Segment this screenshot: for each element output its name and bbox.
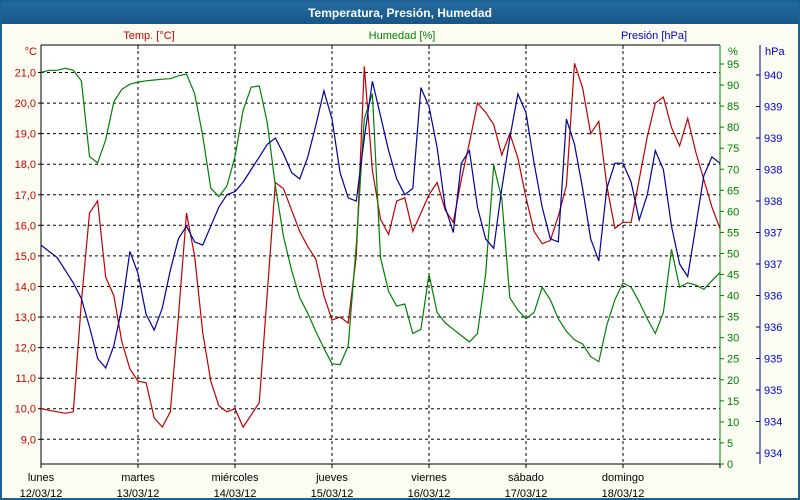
day-date-label: 15/03/12: [311, 488, 354, 498]
humidity-tick-label: 70: [727, 164, 739, 176]
day-name-label: jueves: [315, 472, 348, 484]
temp-tick-label: 13,0: [15, 312, 36, 324]
pressure-tick-label: 935: [764, 385, 782, 397]
humidity-axis-unit: %: [728, 46, 738, 58]
temp-tick-label: 11,0: [15, 373, 36, 385]
humidity-tick-label: 80: [727, 122, 739, 134]
temp-tick-label: 21,0: [15, 68, 36, 80]
window-titlebar: Temperatura, Presión, Humedad: [2, 2, 798, 24]
humidity-tick-label: 95: [727, 59, 739, 71]
humidity-series-line: [40, 67, 721, 366]
humidity-tick-label: 65: [727, 185, 739, 197]
pressure-series-line: [40, 81, 721, 370]
temp-tick-label: 12,0: [15, 343, 36, 355]
humidity-tick-label: 5: [727, 438, 733, 450]
pressure-tick-label: 940: [764, 70, 782, 82]
legend-temp-label: Temp. [°C]: [123, 30, 174, 42]
humidity-tick-label: 75: [727, 143, 739, 155]
humidity-tick-label: 30: [727, 333, 739, 345]
humidity-tick-label: 60: [727, 206, 739, 218]
day-date-label: 12/03/12: [20, 488, 63, 498]
pressure-tick-label: 938: [764, 165, 782, 177]
temp-tick-label: 19,0: [15, 129, 36, 141]
humidity-tick-label: 85: [727, 101, 739, 113]
day-date-label: 17/03/12: [505, 488, 548, 498]
pressure-axis-unit: hPa: [765, 46, 785, 58]
day-name-label: sábado: [508, 472, 544, 484]
window-title: Temperatura, Presión, Humedad: [308, 6, 492, 20]
temp-tick-label: 17,0: [15, 190, 36, 202]
temp-tick-label: 10,0: [15, 404, 36, 416]
humidity-tick-label: 0: [727, 459, 733, 471]
pressure-tick-label: 939: [764, 102, 782, 114]
pressure-tick-label: 934: [764, 417, 782, 429]
pressure-tick-label: 936: [764, 322, 782, 334]
humidity-tick-label: 25: [727, 354, 739, 366]
pressure-tick-label: 934: [764, 448, 782, 460]
day-name-label: miércoles: [211, 472, 259, 484]
humidity-tick-label: 15: [727, 396, 739, 408]
day-name-label: viernes: [411, 472, 447, 484]
humidity-tick-label: 45: [727, 270, 739, 282]
pressure-tick-label: 937: [764, 228, 782, 240]
humidity-tick-label: 10: [727, 417, 739, 429]
temp-axis-unit: °C: [25, 46, 37, 58]
pressure-tick-label: 937: [764, 259, 782, 271]
legend-pressure-label: Presión [hPa]: [621, 30, 687, 42]
pressure-tick-label: 938: [764, 196, 782, 208]
temp-tick-label: 20,0: [15, 98, 36, 110]
day-date-label: 18/03/12: [602, 488, 645, 498]
humidity-tick-label: 50: [727, 249, 739, 261]
humidity-tick-label: 55: [727, 227, 739, 239]
pressure-tick-label: 936: [764, 291, 782, 303]
temp-tick-label: 9,0: [21, 434, 36, 446]
temp-tick-label: 14,0: [15, 282, 36, 294]
day-date-label: 16/03/12: [408, 488, 451, 498]
day-name-label: martes: [121, 472, 155, 484]
day-date-label: 14/03/12: [214, 488, 257, 498]
day-name-label: domingo: [602, 472, 644, 484]
legend-humidity-label: Humedad [%]: [369, 30, 436, 42]
pressure-tick-label: 939: [764, 133, 782, 145]
day-date-label: 13/03/12: [117, 488, 160, 498]
temp-series-line: [40, 63, 721, 429]
humidity-tick-label: 90: [727, 80, 739, 92]
humidity-tick-label: 40: [727, 291, 739, 303]
humidity-tick-label: 35: [727, 312, 739, 324]
temp-tick-label: 16,0: [15, 220, 36, 232]
humidity-tick-label: 20: [727, 375, 739, 387]
temp-tick-label: 18,0: [15, 159, 36, 171]
day-name-label: lunes: [28, 472, 55, 484]
pressure-tick-label: 935: [764, 354, 782, 366]
temp-tick-label: 15,0: [15, 251, 36, 263]
